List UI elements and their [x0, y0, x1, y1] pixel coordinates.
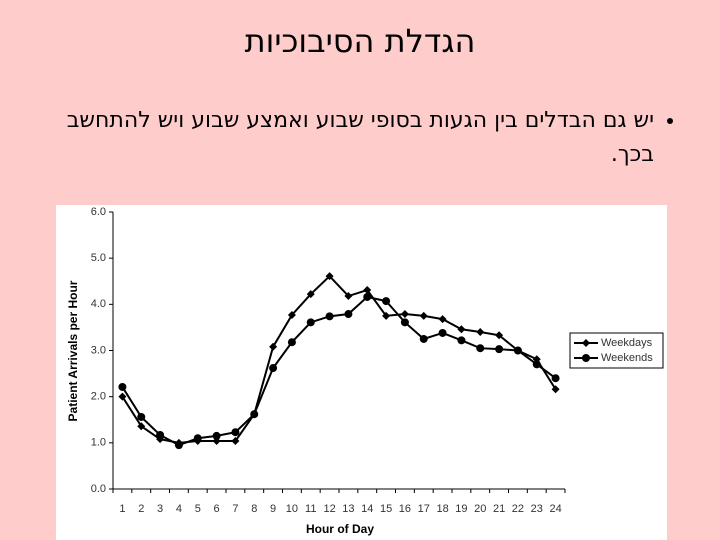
x-tick-label: 3: [157, 503, 163, 515]
slide-title: הגדלת הסיבוכיות: [244, 22, 476, 60]
legend-box: [569, 332, 664, 369]
data-point: [457, 325, 466, 334]
legend-marker: [582, 354, 590, 362]
x-tick-label: 21: [493, 503, 505, 515]
data-point: [118, 382, 127, 391]
x-tick-label: 1: [119, 503, 125, 515]
data-point: [306, 318, 315, 327]
x-axis-title: Hour of Day: [306, 522, 374, 536]
x-tick-label: 15: [380, 503, 392, 515]
y-tick-label: 2.0: [91, 391, 106, 403]
bullet-list: יש גם הבדלים בין הגעות בסופי שבוע ואמצע …: [54, 104, 680, 172]
x-tick-label: 10: [286, 503, 298, 515]
data-point: [551, 385, 560, 394]
x-tick-label: 13: [342, 503, 354, 515]
data-point: [382, 297, 391, 306]
data-point: [513, 346, 522, 355]
data-point: [212, 431, 221, 440]
x-tick-label: 11: [305, 503, 316, 515]
data-point: [325, 312, 334, 321]
data-point: [419, 334, 428, 343]
data-point: [287, 338, 296, 347]
legend-label: Weekends: [601, 352, 653, 364]
y-tick-label: 1.0: [91, 437, 106, 449]
data-point: [438, 328, 447, 337]
series-line: [121, 295, 557, 447]
x-tick-label: 14: [361, 503, 373, 515]
x-tick-label: 22: [512, 503, 524, 515]
y-tick-label: 4.0: [91, 298, 106, 310]
x-tick-label: 2: [138, 503, 144, 515]
data-point: [231, 428, 240, 437]
data-point: [495, 331, 504, 340]
bullet: יש גם הבדלים בין הגעות בסופי שבוע ואמצע …: [54, 104, 654, 172]
data-point: [287, 310, 296, 319]
series-line: [121, 274, 557, 444]
data-point: [306, 290, 315, 299]
x-tick-label: 24: [549, 503, 561, 515]
data-point: [325, 272, 334, 281]
y-tick-label: 6.0: [91, 206, 106, 218]
data-point: [118, 392, 127, 401]
chart: Hour of Day Patient Arrivals per Hour 0.…: [56, 205, 667, 540]
data-point: [400, 318, 409, 327]
x-tick-label: 5: [195, 503, 201, 515]
x-tick-label: 16: [399, 503, 411, 515]
data-point: [269, 364, 278, 373]
data-point: [438, 315, 447, 324]
data-point: [231, 436, 240, 445]
data-point: [457, 336, 466, 345]
data-point: [137, 422, 146, 431]
x-tick-label: 6: [214, 503, 220, 515]
data-point: [250, 410, 259, 419]
x-tick-label: 7: [232, 503, 238, 515]
x-tick-label: 18: [436, 503, 448, 515]
data-point: [476, 328, 485, 337]
data-point: [495, 345, 504, 354]
data-point: [363, 292, 372, 301]
data-point: [532, 360, 541, 369]
data-point: [193, 434, 202, 443]
data-point: [382, 311, 391, 320]
x-tick-label: 12: [323, 503, 335, 515]
y-tick-label: 3.0: [91, 344, 106, 356]
y-tick-label: 0.0: [91, 483, 106, 495]
data-point: [137, 412, 146, 421]
x-tick-label: 8: [251, 503, 257, 515]
data-point: [156, 430, 165, 439]
data-point: [344, 310, 353, 319]
x-tick-label: 17: [418, 503, 430, 515]
data-point: [344, 292, 353, 301]
x-tick-label: 20: [474, 503, 486, 515]
data-point: [363, 286, 372, 295]
data-point: [400, 310, 409, 319]
y-tick-label: 5.0: [91, 252, 106, 264]
x-tick-label: 9: [270, 503, 276, 515]
data-point: [551, 374, 560, 383]
x-tick-label: 4: [176, 503, 182, 515]
legend-marker: [582, 339, 590, 347]
data-point: [476, 344, 485, 353]
y-axis-title: Patient Arrivals per Hour: [66, 280, 80, 421]
data-point: [419, 311, 428, 320]
legend-label: Weekdays: [601, 337, 653, 349]
data-point: [269, 342, 278, 351]
x-tick-label: 19: [455, 503, 467, 515]
data-point: [174, 441, 183, 450]
x-tick-label: 23: [531, 503, 543, 515]
